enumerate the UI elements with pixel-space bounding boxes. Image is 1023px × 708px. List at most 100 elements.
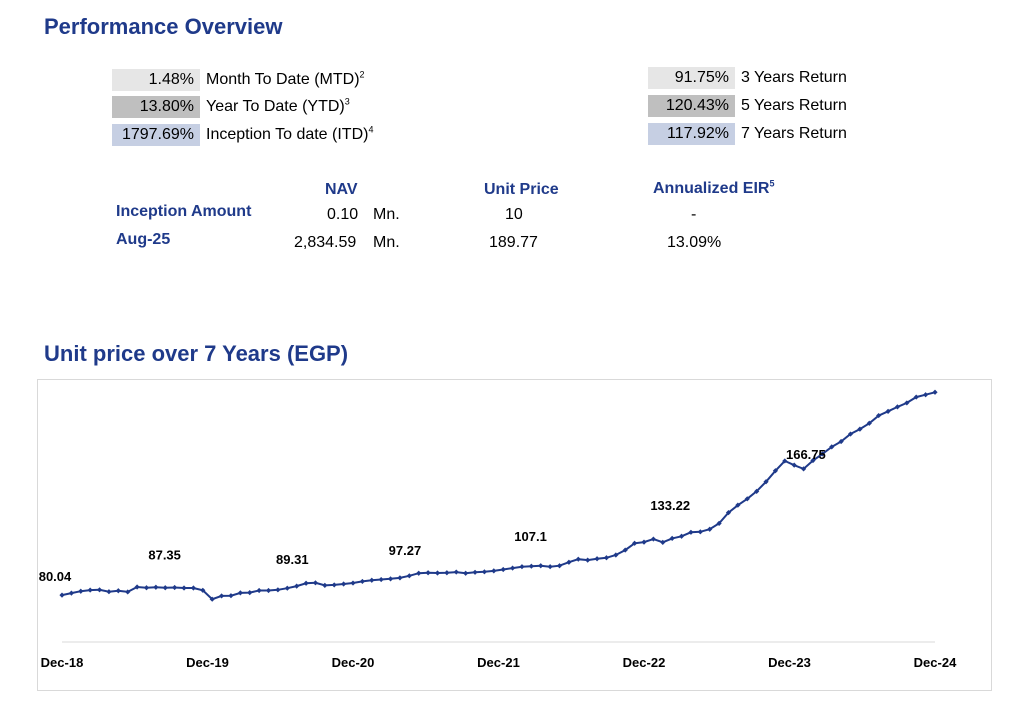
data-label: 166.75 [786,447,826,462]
data-point [181,585,187,591]
data-point [500,566,506,573]
data-point [575,556,581,562]
data-point [528,563,534,569]
data-point [115,588,121,594]
data-point [284,585,290,591]
header-nav: NAV [325,181,358,198]
data-point [190,585,197,591]
data-point [162,585,168,591]
row-label-inception: Inception Amount [116,203,252,220]
return-row-3y: 91.75% 3 Years Return [648,66,847,90]
nav-unit: Mn. [373,234,400,251]
return-label: Year To Date (YTD)3 [206,96,350,115]
unit-price-value: 189.77 [489,234,538,251]
data-point [303,580,309,586]
data-point [678,533,685,539]
chart-container: Dec-18 Dec-19 Dec-20 Dec-21 Dec-22 Dec-23 Dec-… [37,379,992,691]
data-point [247,590,253,596]
data-point [772,468,779,474]
unit-price-value: 10 [505,206,523,223]
chart-title: Unit price over 7 Years (EGP) [44,341,349,366]
data-point [106,589,112,595]
data-point [594,556,600,562]
data-point [725,510,732,516]
x-tick-label: Dec-19 [186,655,229,670]
return-value: 91.75% [648,67,735,89]
data-point [866,420,872,426]
data-point [547,564,553,570]
data-point [294,583,300,589]
return-value: 1797.69% [112,124,200,146]
data-point [923,392,929,398]
x-tick-label: Dec-23 [768,655,811,670]
data-point [735,502,741,508]
return-value: 13.80% [112,96,200,118]
data-point [331,582,337,588]
data-point [463,570,469,576]
unit-price-chart: Dec-18 Dec-19 Dec-20 Dec-21 Dec-22 Dec-23 Dec-… [39,389,957,670]
eir-value: - [691,206,697,223]
data-point [481,569,488,575]
nav-value: 0.10 [327,206,359,223]
header-unit-price: Unit Price [484,181,559,198]
x-tick-label: Dec-20 [332,655,375,670]
data-point [913,394,919,400]
return-row-mtd: 1.48% Month To Date (MTD)2 [112,68,365,92]
data-point [509,565,516,571]
return-label: Month To Date (MTD)2 [206,69,365,88]
data-point [603,555,610,561]
data-label: 133.22 [650,498,690,513]
data-point [566,559,572,565]
data-point [153,584,159,590]
data-point [641,539,647,545]
data-point [341,581,347,587]
data-point [697,529,703,535]
data-point [444,570,450,576]
return-row-7y: 117.92% 7 Years Return [648,122,847,146]
data-point [218,593,225,599]
data-point [857,426,863,432]
data-point [885,408,891,414]
data-point [172,584,178,591]
data-point [669,535,675,541]
data-point [369,577,375,583]
data-point [519,564,525,570]
data-point [491,568,497,574]
data-point [397,575,403,581]
nav-value: 2,834.59 [294,234,357,251]
data-point [78,588,84,594]
data-point [322,582,328,588]
data-point [894,404,901,410]
data-point [538,563,544,569]
data-point [256,587,262,594]
eir-value: 13.09% [667,234,722,251]
data-point [59,592,65,598]
series-line [61,391,936,601]
data-point [585,557,591,563]
data-point [125,589,131,595]
x-tick-label: Dec-18 [41,655,84,670]
data-point [387,576,394,582]
data-point [143,585,150,591]
data-point [425,570,431,576]
data-label: 80.04 [39,569,72,584]
data-point [829,444,835,450]
return-row-itd: 1797.69% Inception To date (ITD)4 [112,123,373,147]
header-eir: Annualized EIR5 [653,178,775,197]
data-point [416,570,422,576]
return-label: Inception To date (ITD)4 [206,124,374,143]
data-point [613,552,619,558]
data-label: 97.27 [389,543,422,558]
data-point [660,539,666,545]
data-point [228,593,234,599]
data-point [406,573,412,579]
data-point [350,580,356,586]
data-point [359,578,365,585]
data-label: 107.1 [514,529,547,544]
return-row-ytd: 13.80% Year To Date (YTD)3 [112,95,350,119]
data-point [96,587,103,593]
data-point [556,563,563,569]
return-label: 5 Years Return [741,97,847,114]
data-label: 87.35 [148,547,181,562]
data-point [434,570,441,576]
